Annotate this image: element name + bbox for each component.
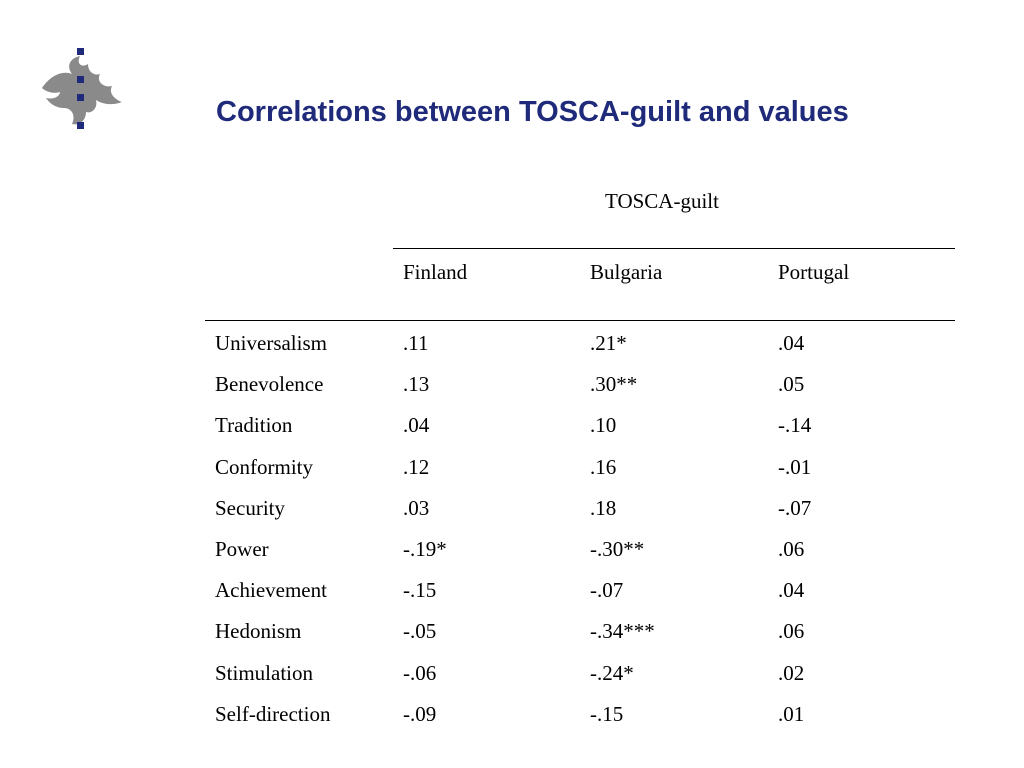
cell-portugal: .04: [778, 578, 805, 602]
cell-portugal: .06: [778, 537, 805, 561]
cell-portugal: -.01: [778, 455, 812, 479]
cell-portugal: -.14: [778, 413, 812, 437]
row-label: Stimulation: [215, 661, 314, 685]
header-bottom-rule: [205, 320, 955, 321]
row-label: Self-direction: [215, 702, 331, 726]
cell-portugal: -.07: [778, 496, 812, 520]
cell-portugal: .05: [778, 372, 805, 396]
row-label: Benevolence: [215, 372, 324, 396]
row-label: Power: [215, 537, 269, 561]
cell-finland: .04: [403, 413, 430, 437]
cell-finland: -.06: [403, 661, 437, 685]
cell-bulgaria: .18: [590, 496, 617, 520]
flame-logo-icon: [42, 48, 122, 129]
column-header-bulgaria: Bulgaria: [590, 260, 663, 284]
cell-portugal: .01: [778, 702, 805, 726]
cell-bulgaria: -.30**: [590, 537, 645, 561]
cell-portugal: .02: [778, 661, 805, 685]
cell-bulgaria: .21*: [590, 331, 627, 355]
cell-portugal: .06: [778, 619, 805, 643]
cell-finland: -.15: [403, 578, 437, 602]
row-label: Universalism: [215, 331, 327, 355]
row-label: Conformity: [215, 455, 313, 479]
cell-finland: .12: [403, 455, 430, 479]
group-header-rule: [393, 248, 955, 249]
cell-portugal: .04: [778, 331, 805, 355]
cell-bulgaria: -.24*: [590, 661, 634, 685]
cell-finland: .13: [403, 372, 430, 396]
column-header-finland: Finland: [403, 260, 468, 284]
cell-finland: -.19*: [403, 537, 447, 561]
page-title: Correlations between TOSCA-guilt and val…: [216, 96, 849, 128]
row-label: Hedonism: [215, 619, 302, 643]
cell-bulgaria: .10: [590, 413, 617, 437]
row-label: Tradition: [215, 413, 293, 437]
row-label: Achievement: [215, 578, 327, 602]
table-group-header: TOSCA-guilt: [605, 189, 719, 213]
cell-finland: -.09: [403, 702, 437, 726]
cell-finland: .03: [403, 496, 430, 520]
column-header-portugal: Portugal: [778, 260, 850, 284]
cell-bulgaria: .30**: [590, 372, 638, 396]
cell-bulgaria: -.07: [590, 578, 624, 602]
cell-bulgaria: .16: [590, 455, 617, 479]
cell-finland: .11: [403, 331, 429, 355]
cell-bulgaria: -.15: [590, 702, 624, 726]
cell-finland: -.05: [403, 619, 437, 643]
cell-bulgaria: -.34***: [590, 619, 655, 643]
row-label: Security: [215, 496, 285, 520]
